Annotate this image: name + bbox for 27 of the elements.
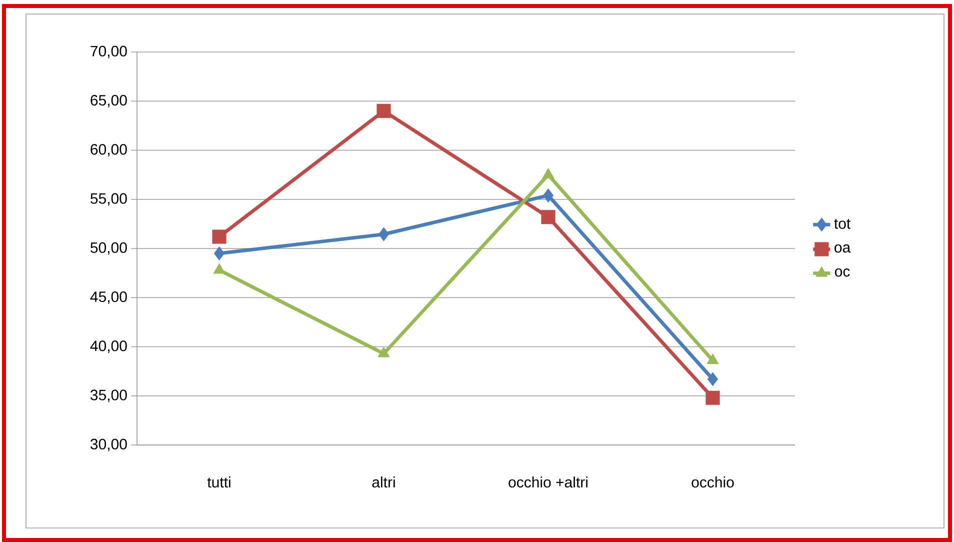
y-tick-label: 30,00: [90, 438, 127, 452]
legend-label: tot: [834, 219, 851, 229]
y-tick-label: 45,00: [90, 291, 127, 304]
point: [706, 353, 719, 364]
x-tick-label: occhio +altri: [508, 476, 588, 488]
y-tick-label: 40,00: [90, 340, 127, 353]
y-tick-label: 35,00: [90, 390, 127, 402]
point: [378, 227, 390, 242]
point: [542, 188, 554, 203]
point: [707, 372, 718, 386]
point: [541, 210, 556, 224]
x-tick-label: occhio: [692, 476, 734, 488]
point: [214, 246, 225, 260]
point: [706, 390, 720, 405]
x-tick-label: tutti: [207, 476, 230, 488]
point: [213, 263, 226, 274]
y-tick-label: 70,00: [90, 46, 127, 58]
point: [378, 346, 390, 358]
y-tick-label: 50,00: [90, 242, 127, 255]
legend-label: oa: [834, 244, 851, 253]
point: [376, 104, 391, 118]
y-tick-label: 60,00: [90, 144, 127, 156]
point: [212, 230, 226, 244]
x-tick-label: altri: [372, 476, 395, 488]
legend-label: oc: [834, 268, 850, 277]
y-tick-label: 65,00: [90, 94, 127, 108]
y-tick-label: 55,00: [90, 193, 127, 206]
